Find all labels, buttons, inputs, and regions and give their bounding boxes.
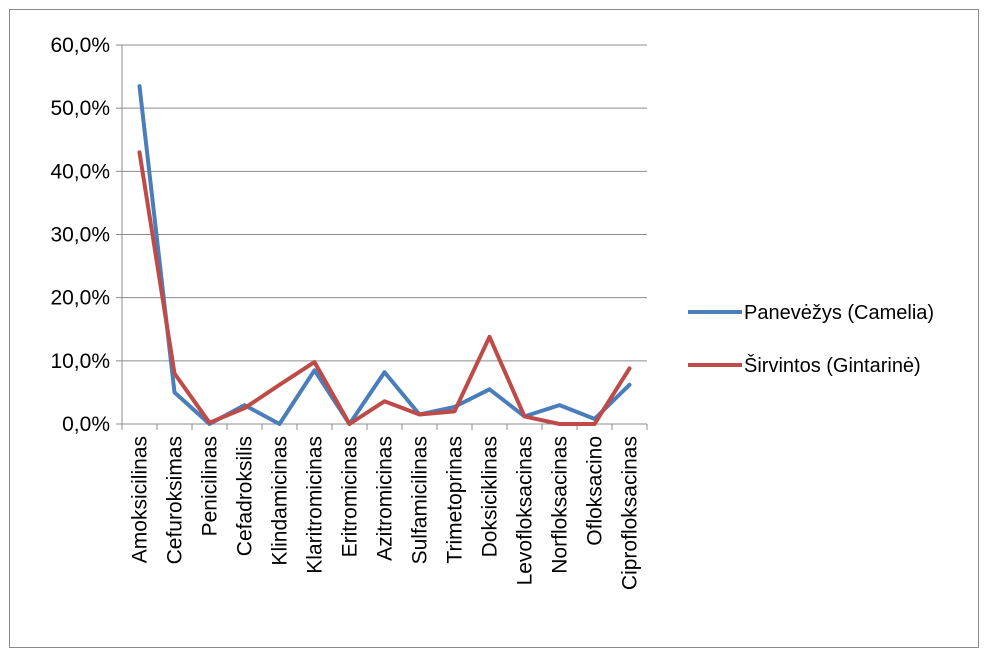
x-tick-label: Klindamicinas (269, 436, 292, 566)
legend-label: Panevėžys (Camelia) (744, 302, 934, 324)
x-tick-label: Sulfamicilinas (409, 436, 432, 564)
series-line-1 (137, 84, 632, 426)
x-tick-label: Azitromicinas (374, 436, 397, 561)
y-tick-label: 0,0% (62, 413, 110, 436)
x-axis-tick-labels: Amoksicilinas Cefuroksimas Penicilinas Cefa… (129, 436, 642, 590)
series-lines (137, 84, 632, 426)
legend-label: Širvintos (Gintarinė) (744, 354, 921, 377)
y-tick-label: 30,0% (50, 224, 110, 247)
x-tick-label: Klaritromicinas (304, 436, 327, 574)
y-tick-label: 60,0% (50, 34, 110, 57)
x-tick-label: Cefuroksimas (164, 436, 187, 564)
x-tick-label: Ciprofloksacinas (619, 436, 642, 590)
y-axis-tick-labels: 0,0% 10,0% 20,0% 30,0% 40,0% 50,0% 60,0% (50, 34, 110, 436)
legend: Panevėžys (Camelia) Širvintos (Gintarinė) (688, 302, 934, 377)
x-tick-label: Eritromicinas (339, 436, 362, 557)
x-tick-label: Ofloksacino (584, 436, 607, 546)
x-tick-label: Amoksicilinas (129, 436, 152, 563)
y-tick-label: 10,0% (50, 350, 110, 373)
x-tick-label: Cefadroksilis (234, 436, 257, 556)
y-tick-label: 40,0% (50, 160, 110, 183)
chart-frame (9, 9, 979, 648)
series-line-2 (137, 150, 632, 426)
axes (116, 44, 648, 430)
y-tick-label: 20,0% (50, 287, 110, 310)
x-tick-label: Doksiciklinas (479, 436, 502, 557)
x-tick-label: Norfloksacinas (549, 436, 572, 574)
x-tick-label: Penicilinas (199, 436, 222, 536)
x-tick-label: Trimetoprinas (444, 436, 467, 564)
x-tick-label: Levofloksacinas (514, 436, 537, 585)
gridlines (122, 44, 647, 362)
y-tick-label: 50,0% (50, 97, 110, 120)
